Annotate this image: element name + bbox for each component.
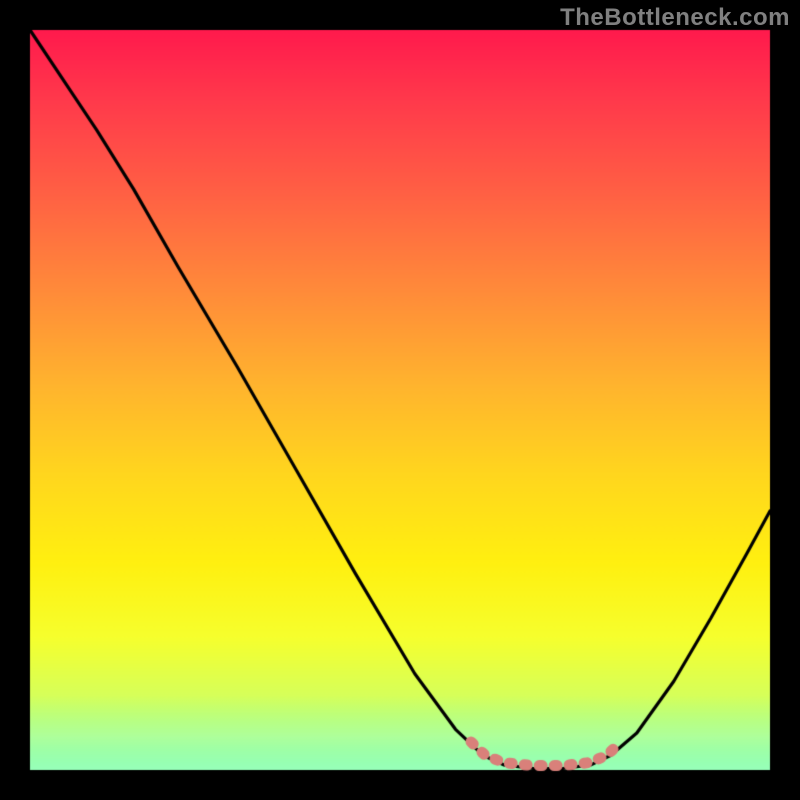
bottleneck-curve-chart (0, 0, 800, 800)
watermark-text: TheBottleneck.com (560, 4, 790, 32)
